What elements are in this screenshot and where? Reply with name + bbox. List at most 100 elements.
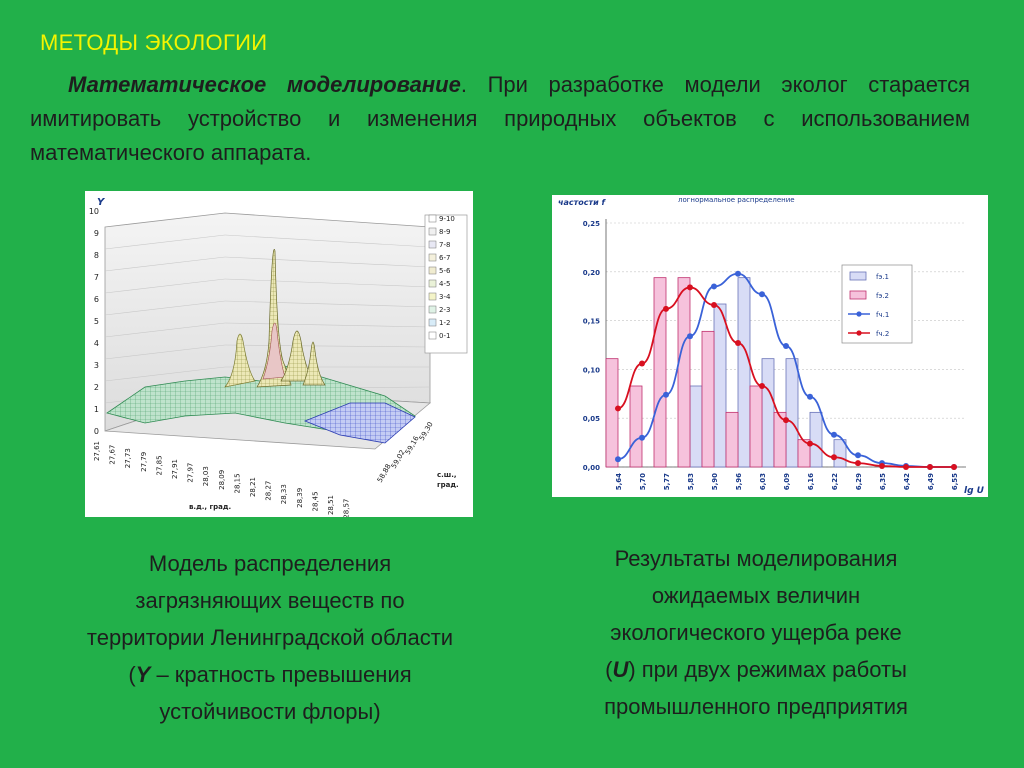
x-tick-label: 27,79 — [140, 452, 148, 472]
intro-text: . При разработке модели эколог старается… — [30, 72, 970, 165]
caption-left-line4: (Y – кратность превышения — [20, 656, 520, 693]
caption-left-line3: территории Ленинградской области — [86, 625, 454, 650]
x-axis-label: в.д., град. — [189, 503, 231, 511]
hist-bar — [737, 277, 751, 468]
hist-bars — [605, 277, 847, 468]
y-tick-label: 6 — [94, 295, 99, 304]
caption-left-line1: Модель распределения — [148, 551, 392, 576]
caption-left: Модель распределения загрязняющих вещест… — [20, 545, 520, 730]
hist-legend-label: fэ.1 — [876, 273, 889, 281]
surface-legend-items: 9-10 8-9 7-8 6-7 5-6 4-5 3-4 2-3 1-2 0-1 — [428, 214, 455, 340]
legend-label: 3-4 — [439, 293, 451, 301]
hist-curve-point — [927, 464, 933, 470]
legend-swatch — [428, 318, 437, 327]
hist-bar — [605, 358, 619, 468]
hist-curve-point — [951, 464, 957, 470]
legend-label: 4-5 — [439, 280, 450, 288]
caption-right-variable: U — [612, 657, 629, 682]
hist-curve-point — [807, 393, 813, 400]
surface-3d-svg: Y 0 1 2 3 4 5 6 7 8 9 10 27,61 27,67 27,73 27,79 27,85… — [89, 197, 468, 517]
hist-curve-point — [807, 440, 813, 447]
caption-left-line5: устойчивости флоры) — [159, 699, 381, 724]
hist-x-tick: 6,42 — [903, 473, 911, 490]
surface-3d-figure: Y 0 1 2 3 4 5 6 7 8 9 10 27,61 27,67 27,73 27,79 27,85… — [85, 191, 473, 517]
slide-heading: МЕТОДЫ ЭКОЛОГИИ — [40, 30, 268, 55]
hist-curve-point — [711, 283, 717, 290]
hist-bar — [749, 385, 763, 468]
hist-y-tick: 0,20 — [583, 269, 600, 277]
hist-x-tick: 6,35 — [879, 473, 887, 490]
hist-curve-point — [639, 360, 645, 367]
legend-swatch — [428, 266, 437, 275]
hist-x-tick: 5,77 — [663, 473, 671, 490]
x-tick-label: 28,45 — [311, 491, 319, 511]
hist-x-tick: 5,83 — [687, 473, 695, 490]
peak-left — [224, 333, 256, 388]
hist-bar — [809, 411, 823, 468]
hist-bar — [725, 411, 739, 468]
x-tick-label: 27,97 — [187, 463, 195, 483]
x-tick-label: 27,73 — [124, 448, 132, 468]
hist-y-ticks: 0,00 0,05 0,10 0,15 0,20 0,25 — [583, 220, 600, 472]
intro-paragraph: Математическое моделирование. При разраб… — [30, 68, 970, 170]
legend-label: 7-8 — [439, 241, 450, 249]
x-tick-label: 27,67 — [109, 445, 117, 465]
hist-bar — [713, 303, 727, 468]
legend-swatch — [428, 240, 437, 249]
hist-bar — [629, 385, 643, 468]
hist-curve-point — [735, 340, 741, 347]
legend-swatch — [428, 292, 437, 301]
peak-main — [256, 249, 292, 388]
caption-right-line3: экологического ущерба реке — [610, 620, 902, 645]
y-tick-label: 3 — [94, 361, 99, 370]
caption-left-paren: ( — [128, 662, 136, 687]
hist-x-tick: 5,64 — [615, 473, 623, 490]
hist-y-label: частости f — [558, 198, 607, 207]
hist-curve-point — [735, 270, 741, 277]
y-tick-label: 8 — [94, 251, 99, 260]
y-tick-label: 0 — [94, 427, 99, 436]
hist-bar — [833, 439, 847, 468]
legend-label: 8-9 — [439, 228, 450, 236]
z-tick-label: 58,88 — [376, 463, 393, 484]
hist-y-tick: 0,15 — [583, 318, 600, 326]
hist-bar — [797, 439, 811, 468]
x-tick-label: 28,51 — [327, 495, 335, 515]
hist-x-tick: 5,70 — [639, 473, 647, 490]
hist-curve-point — [783, 342, 789, 349]
peak-main-tip — [262, 322, 286, 380]
x-tick-label: 28,15 — [233, 473, 241, 493]
hist-legend-label: fэ.2 — [876, 292, 889, 300]
legend-swatch — [428, 227, 437, 236]
hist-curve-point — [831, 454, 837, 461]
hist-x-label: lg U — [964, 486, 985, 496]
z-axis-label-line1: с.ш., — [437, 471, 457, 479]
hist-curve — [617, 272, 954, 468]
hist-bar — [701, 330, 715, 468]
caption-left-line2: загрязняющих веществ по — [135, 588, 405, 613]
x-tick-label: 28,03 — [202, 466, 210, 486]
x-tick-label: 27,61 — [93, 441, 101, 461]
hist-legend-label: fч.1 — [876, 311, 889, 319]
x-tick-label: 27,91 — [171, 459, 179, 479]
x-tick-label: 27,85 — [155, 455, 163, 475]
hist-x-tick: 6,16 — [807, 473, 815, 490]
caption-right-line1: Результаты моделирования — [614, 546, 898, 571]
caption-right-line5: промышленного предприятия — [604, 694, 908, 719]
caption-right-line2: ожидаемых величин — [651, 583, 861, 608]
hist-bar — [689, 385, 703, 468]
hist-bar — [677, 277, 691, 468]
hist-legend-items: fэ.1 fэ.2 fч.1 fч.2 — [848, 271, 889, 338]
caption-right-paren: ( — [605, 657, 613, 682]
histogram-figure: частости f логнормальное распределение 0… — [552, 195, 988, 497]
hist-x-tick: 6,03 — [759, 473, 767, 490]
legend-swatch — [428, 253, 437, 262]
legend-label: 9-10 — [439, 215, 455, 223]
hist-x-tick: 5,90 — [711, 473, 719, 490]
hist-bar — [773, 411, 787, 468]
y-tick-label: 10 — [89, 207, 99, 216]
intro-term: Математическое моделирование — [68, 72, 461, 97]
hist-curve-point — [855, 460, 861, 467]
legend-swatch — [428, 331, 437, 340]
y-axis-label: Y — [97, 197, 106, 208]
